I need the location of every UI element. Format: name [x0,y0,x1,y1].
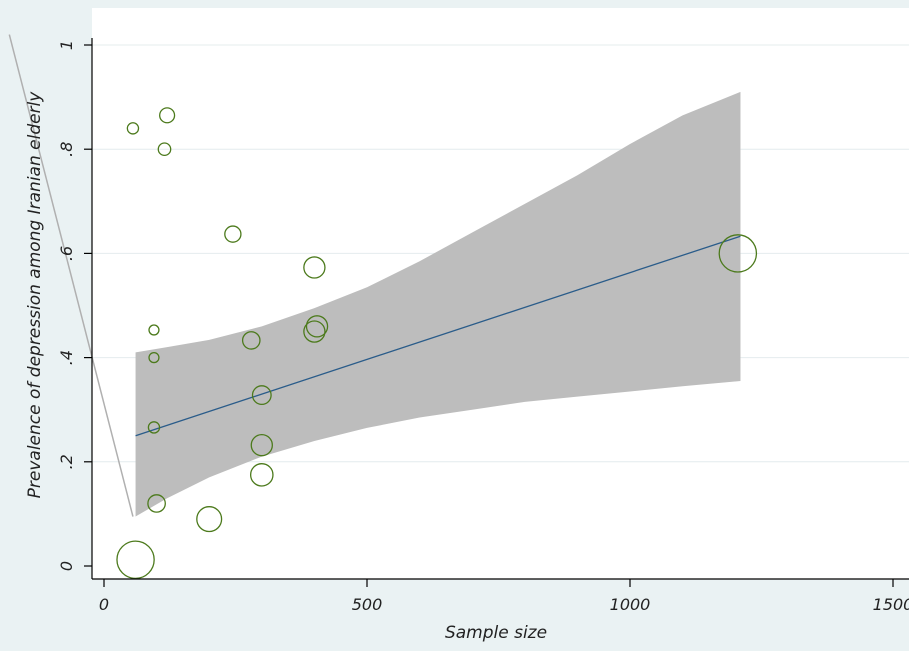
data-point-13 [249,463,274,487]
x-tick-label-1: 500 [352,595,383,614]
scatter-points [116,107,758,579]
artifact-line [8,34,134,517]
data-point-8 [303,320,326,343]
data-point-9 [148,351,160,364]
data-point-12 [250,433,273,457]
data-point-15 [196,506,223,533]
data-point-2 [157,142,172,157]
data-point-1 [159,107,176,124]
data-point-11 [147,421,161,434]
y-tick-label-4: .8 [57,142,76,157]
data-point-14 [147,494,166,513]
y-tick-label-0: 0 [57,561,76,571]
data-point-3 [224,225,242,243]
confidence-band [135,91,741,517]
y-tick-label-2: .4 [57,350,76,365]
data-point-0 [126,122,140,135]
data-point-17 [718,234,758,273]
x-axis-title: Sample size [445,623,547,643]
data-point-6 [241,331,261,350]
y-tick-label-3: .6 [57,246,76,261]
x-tick-label-0: 0 [99,595,109,614]
y-axis-title: Prevalence of depression among Iranian e… [25,91,45,499]
data-point-5 [148,324,160,336]
data-point-7 [305,315,329,338]
data-point-16 [116,540,155,579]
x-tick-label-2: 1000 [610,595,651,614]
y-tick-label-5: 1 [57,40,76,50]
data-point-10 [251,385,272,406]
y-tick-label-1: .2 [57,454,76,469]
fitted-line [135,235,741,437]
data-point-4 [303,256,326,279]
